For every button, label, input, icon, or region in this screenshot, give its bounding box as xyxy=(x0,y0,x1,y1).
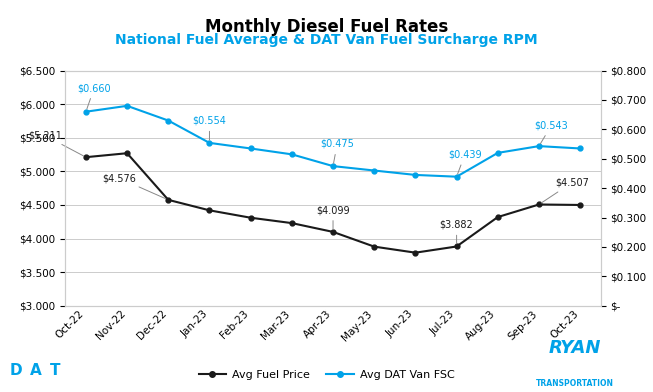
FancyBboxPatch shape xyxy=(47,354,64,387)
Text: RYAN: RYAN xyxy=(549,339,601,357)
Text: TRANSPORTATION: TRANSPORTATION xyxy=(535,379,614,388)
FancyBboxPatch shape xyxy=(8,354,25,387)
Text: D: D xyxy=(10,363,23,378)
Text: $0.660: $0.660 xyxy=(77,83,111,109)
Text: $4.576: $4.576 xyxy=(102,173,166,199)
Legend: Avg Fuel Price, Avg DAT Van FSC: Avg Fuel Price, Avg DAT Van FSC xyxy=(194,366,459,385)
Text: $0.554: $0.554 xyxy=(193,116,227,140)
Text: $0.543: $0.543 xyxy=(534,120,568,144)
Text: $3.882: $3.882 xyxy=(439,220,473,244)
Text: $5.211: $5.211 xyxy=(28,131,84,156)
Text: Monthly Diesel Fuel Rates: Monthly Diesel Fuel Rates xyxy=(205,18,448,36)
Text: $0.475: $0.475 xyxy=(320,139,354,163)
FancyBboxPatch shape xyxy=(27,354,44,387)
Text: National Fuel Average & DAT Van Fuel Surcharge RPM: National Fuel Average & DAT Van Fuel Sur… xyxy=(115,33,538,47)
Text: $0.439: $0.439 xyxy=(448,150,482,174)
Text: A: A xyxy=(30,363,42,378)
Text: $4.099: $4.099 xyxy=(316,205,350,229)
Text: $4.507: $4.507 xyxy=(541,178,589,203)
Text: T: T xyxy=(50,363,61,378)
